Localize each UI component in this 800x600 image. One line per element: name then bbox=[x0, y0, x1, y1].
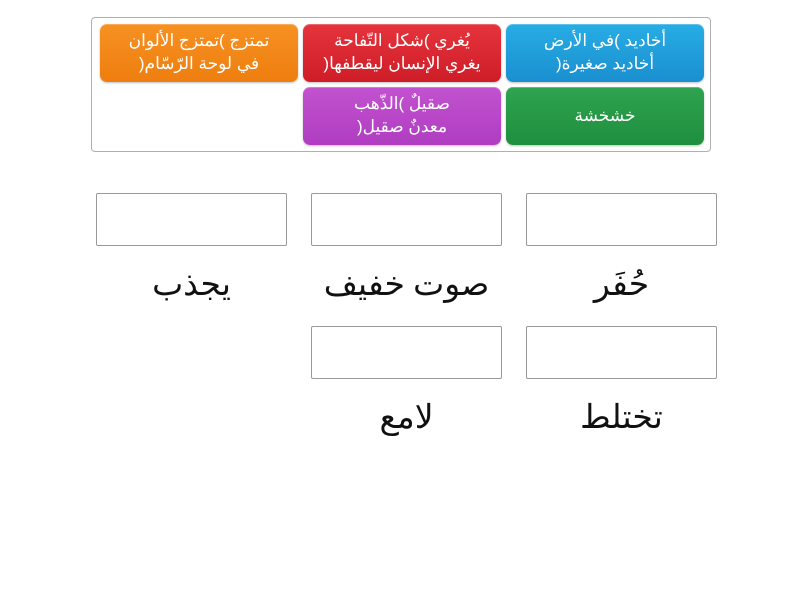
tile-line: صقيلٌ )الذّهب bbox=[354, 93, 450, 116]
tile-tamtazij[interactable]: تمتزج )تمتزج الألوان في لوحة الرّسّام( bbox=[100, 24, 298, 82]
target-label: تختلط bbox=[580, 397, 663, 437]
target-group: حُفَر bbox=[525, 193, 718, 304]
dropzone-yajdhib[interactable] bbox=[96, 193, 287, 246]
draggable-tiles-container: أخاديد )في الأرض أخاديد صغيرة( يُغري )شك… bbox=[91, 17, 711, 152]
tile-line: يُغري )شكل التّفاحة bbox=[334, 30, 470, 53]
tile-line: أخاديد صغيرة( bbox=[556, 53, 654, 76]
target-group: تختلط bbox=[525, 326, 718, 437]
tile-line: معدنٌ صقيل( bbox=[357, 116, 447, 139]
target-label: صوت خفيف bbox=[324, 264, 490, 304]
tile-line: في لوحة الرّسّام( bbox=[139, 53, 259, 76]
tile-line: تمتزج )تمتزج الألوان bbox=[129, 30, 270, 53]
target-label: حُفَر bbox=[594, 264, 649, 304]
target-group: صوت خفيف bbox=[310, 193, 503, 304]
tile-khashkhasha[interactable]: خشخشة bbox=[506, 87, 704, 145]
dropzone-lami[interactable] bbox=[311, 326, 502, 379]
tile-line: خشخشة bbox=[575, 105, 636, 128]
dropzone-hufar[interactable] bbox=[526, 193, 717, 246]
dropzone-sawt[interactable] bbox=[311, 193, 502, 246]
target-group: يجذب bbox=[95, 193, 288, 304]
tile-yughri[interactable]: يُغري )شكل التّفاحة يغري الإنسان ليقطفها… bbox=[303, 24, 501, 82]
tile-saqil[interactable]: صقيلٌ )الذّهب معدنٌ صقيل( bbox=[303, 87, 501, 145]
tile-line: أخاديد )في الأرض bbox=[544, 30, 666, 53]
tile-line: يغري الإنسان ليقطفها( bbox=[323, 53, 480, 76]
drop-targets-area: حُفَر صوت خفيف يجذب تختلط لامع bbox=[0, 193, 800, 437]
dropzone-takhtalit[interactable] bbox=[526, 326, 717, 379]
tile-akhadid[interactable]: أخاديد )في الأرض أخاديد صغيرة( bbox=[506, 24, 704, 82]
target-label: لامع bbox=[379, 397, 433, 437]
target-label: يجذب bbox=[152, 264, 231, 304]
target-group: لامع bbox=[310, 326, 503, 437]
